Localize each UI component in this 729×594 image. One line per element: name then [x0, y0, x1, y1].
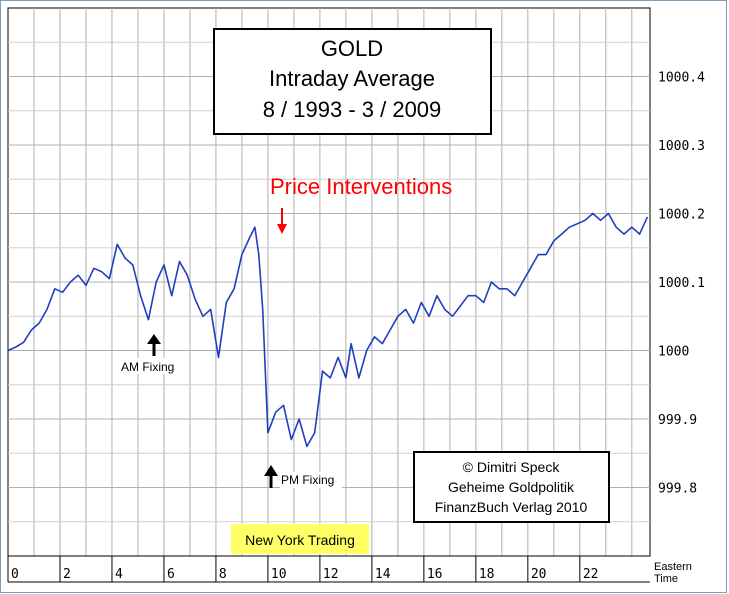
- copyright-line-2: Geheime Goldpolitik: [448, 479, 575, 495]
- y-tick-label: 999.8: [658, 482, 697, 497]
- y-tick-label: 1000.3: [658, 139, 705, 154]
- chart-title-line-1: GOLD: [321, 36, 383, 61]
- copyright-line-3: FinanzBuch Verlag 2010: [435, 499, 588, 515]
- ny-trading-band: [231, 524, 369, 554]
- series-line-gold: [7, 212, 649, 448]
- price-interventions-label: Price Interventions: [270, 174, 452, 199]
- x-tick-label: 20: [531, 567, 547, 582]
- x-tick-label: 16: [427, 567, 443, 582]
- x-tick-label: 14: [375, 567, 391, 582]
- down-arrow-icon: [277, 208, 287, 234]
- pm-fixing-label: PM Fixing: [281, 473, 334, 487]
- copyright-line-1: © Dimitri Speck: [463, 459, 561, 475]
- x-axis-tick-labels: 0 2 4 6 8 10 12 14 16 18 20 22: [7, 556, 599, 582]
- am-fixing-label-bg: [115, 358, 189, 374]
- copyright-box: [413, 451, 610, 523]
- y-axis-tick-labels: 1000.4 1000.3 1000.2 1000.1 1000 999.9 999.8: [658, 71, 705, 497]
- ny-trading-label: New York Trading: [245, 532, 355, 548]
- pm-fixing-label-bg: [280, 472, 342, 488]
- pm-fixing-up-arrow-icon: [264, 465, 278, 488]
- y-tick-label: 1000.1: [658, 276, 705, 291]
- chart-title-line-3: 8 / 1993 - 3 / 2009: [263, 97, 442, 122]
- x-axis: [8, 555, 650, 583]
- am-fixing-up-arrow-icon: [147, 334, 161, 356]
- x-tick-label: 10: [271, 567, 287, 582]
- title-box: [213, 28, 492, 135]
- y-tick-label: 1000: [658, 345, 689, 360]
- x-axis-unit-line-2: Time: [654, 573, 678, 585]
- y-tick-label: 999.9: [658, 413, 697, 428]
- x-tick-label: 6: [167, 567, 175, 582]
- x-tick-label: 0: [11, 567, 19, 582]
- x-tick-label: 2: [63, 567, 71, 582]
- x-tick-label: 12: [323, 567, 339, 582]
- x-tick-label: 18: [479, 567, 495, 582]
- x-tick-label: 22: [583, 567, 599, 582]
- y-tick-label: 1000.2: [658, 208, 705, 223]
- am-fixing-label: AM Fixing: [121, 360, 174, 374]
- x-tick-label: 4: [115, 567, 123, 582]
- y-tick-label: 1000.4: [658, 71, 705, 86]
- x-axis-unit-line-1: Eastern: [654, 561, 692, 573]
- chart-title-line-2: Intraday Average: [269, 66, 435, 91]
- x-tick-label: 8: [219, 567, 227, 582]
